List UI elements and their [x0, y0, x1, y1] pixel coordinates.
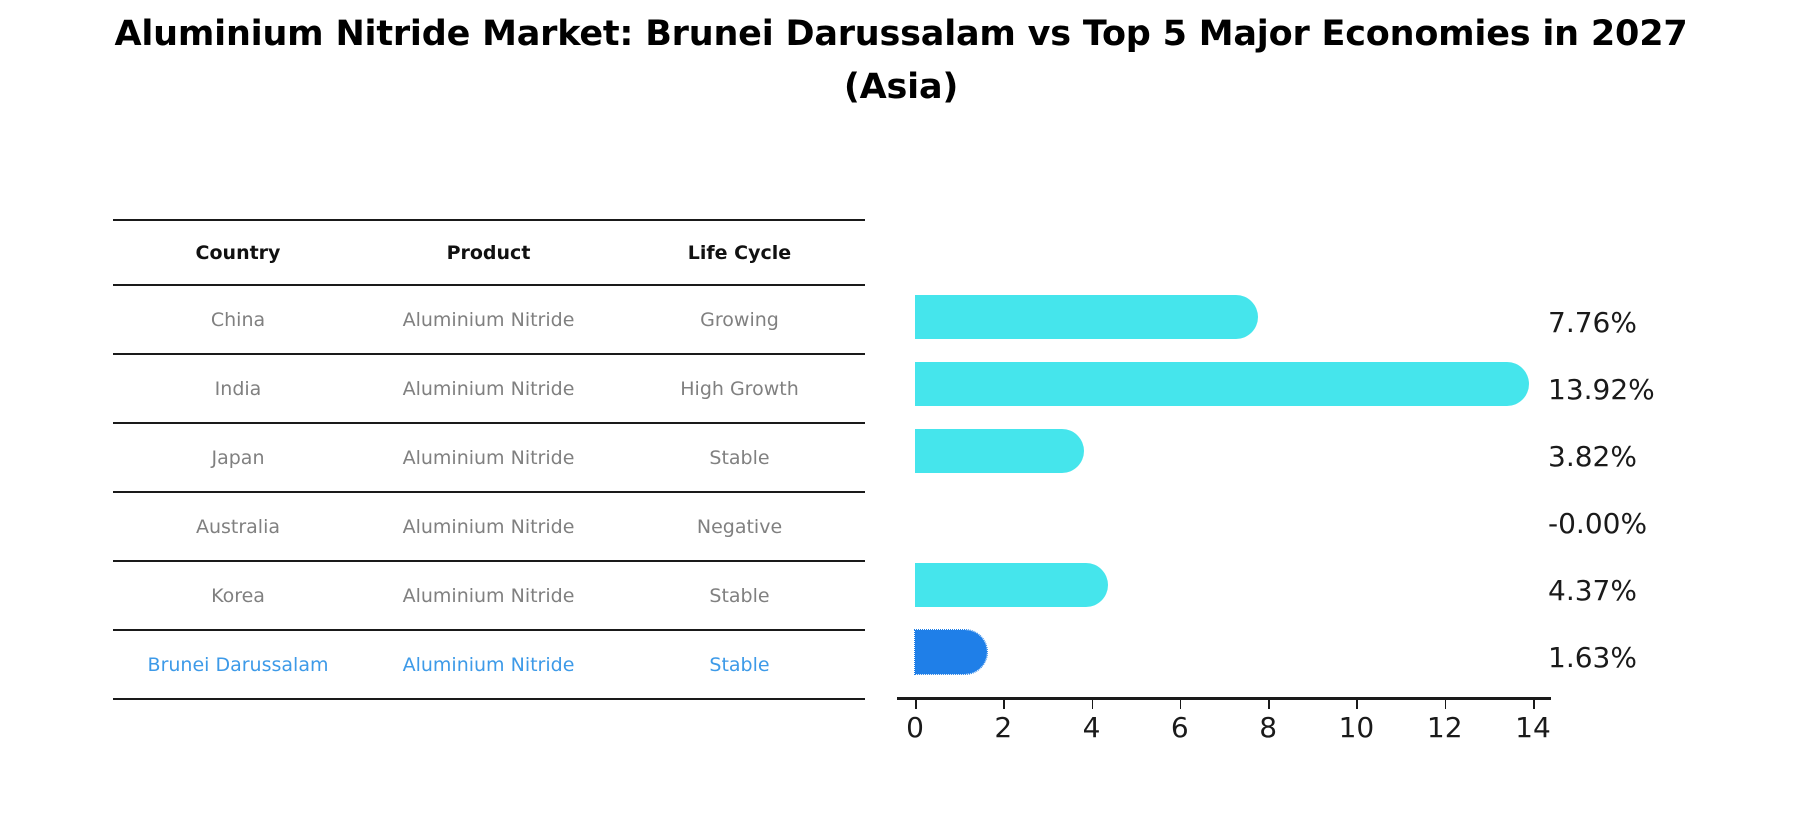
- x-axis-tick: [1533, 700, 1535, 709]
- column-header-product: Product: [363, 219, 614, 286]
- cell-life-cycle: Negative: [614, 492, 865, 562]
- bar-india[interactable]: [915, 362, 1530, 406]
- table-row: Brunei Darussalam Aluminium Nitride Stable: [113, 630, 865, 700]
- table-row: Australia Aluminium Nitride Negative: [113, 492, 865, 562]
- x-axis-tick-label: 2: [994, 711, 1013, 744]
- cell-product: Aluminium Nitride: [363, 561, 614, 631]
- cell-product: Aluminium Nitride: [363, 423, 614, 493]
- table-row: Korea Aluminium Nitride Stable: [113, 561, 865, 631]
- x-axis-tick-label: 6: [1170, 711, 1189, 744]
- x-axis-line: [897, 697, 1551, 700]
- table-row: Japan Aluminium Nitride Stable: [113, 423, 865, 493]
- bar-chart-row: 3.82%: [915, 417, 1637, 484]
- cell-life-cycle: Stable: [614, 630, 865, 700]
- page-title-line-1: Aluminium Nitride Market: Brunei Darussa…: [114, 14, 1688, 54]
- x-axis-tick: [915, 700, 917, 709]
- table-header: Country Product Life Cycle: [113, 219, 865, 286]
- page-title: Aluminium Nitride Market: Brunei Darussa…: [0, 8, 1802, 114]
- bar-value-label: 1.63%: [1548, 641, 1637, 674]
- x-axis-tick-label: 12: [1426, 711, 1463, 744]
- bar-chart-row: -0.00%: [915, 484, 1647, 551]
- x-axis-tick-label: 14: [1515, 711, 1551, 744]
- x-axis: 0 2 4 6 8 10 12 14: [897, 697, 1551, 767]
- bar-china[interactable]: [915, 295, 1258, 339]
- bar-chart-row: 1.63%: [914, 618, 1637, 685]
- x-axis-tick: [1179, 700, 1182, 709]
- x-axis-tick-label: 0: [906, 711, 924, 744]
- x-axis-tick-label: 8: [1259, 711, 1278, 744]
- cell-product: Aluminium Nitride: [363, 492, 614, 562]
- cell-country: Japan: [113, 423, 363, 493]
- bar-chart-plot-area: 7.76% 13.92% 3.82% -0.00% 4.37% 1.63%: [914, 279, 1655, 697]
- country-table-panel: Country Product Life Cycle China Aluminiu…: [113, 219, 865, 700]
- cell-country: Australia: [113, 492, 363, 562]
- cell-product: Aluminium Nitride: [363, 354, 614, 424]
- bar-korea[interactable]: [915, 563, 1108, 607]
- bar-value-label: -0.00%: [1548, 507, 1648, 540]
- cell-country: Brunei Darussalam: [113, 630, 363, 700]
- column-header-life-cycle: Life Cycle: [614, 219, 865, 286]
- cell-life-cycle: Growing: [614, 285, 865, 355]
- cell-country: India: [113, 354, 363, 424]
- table-row: China Aluminium Nitride Growing: [113, 285, 865, 355]
- bar-value-label: 4.37%: [1548, 574, 1637, 607]
- bar-chart-row: 7.76%: [915, 283, 1637, 350]
- bar-value-label: 7.76%: [1548, 306, 1637, 339]
- cell-product: Aluminium Nitride: [363, 285, 614, 355]
- table-body: China Aluminium Nitride Growing India Alumin…: [113, 285, 865, 700]
- bar-value-label: 3.82%: [1548, 440, 1637, 473]
- country-table: Country Product Life Cycle China Aluminiu…: [113, 219, 865, 700]
- bar-chart-row: 4.37%: [915, 551, 1637, 618]
- x-axis-tick: [1444, 700, 1447, 709]
- column-header-country: Country: [113, 219, 363, 286]
- bar-japan[interactable]: [915, 429, 1084, 473]
- x-axis-tick: [1091, 700, 1094, 709]
- cell-life-cycle: Stable: [614, 561, 865, 631]
- table-header-row: Country Product Life Cycle: [113, 219, 865, 286]
- cell-product: Aluminium Nitride: [363, 630, 614, 700]
- bar-brunei-darussalam[interactable]: [914, 629, 988, 675]
- x-axis-tick: [1003, 700, 1005, 709]
- cell-life-cycle: Stable: [614, 423, 865, 493]
- x-axis-tick-label: 10: [1338, 711, 1375, 744]
- x-axis-tick: [1356, 700, 1359, 709]
- bar-value-label: 13.92%: [1548, 373, 1655, 406]
- cell-country: China: [113, 285, 363, 355]
- cell-life-cycle: High Growth: [614, 354, 865, 424]
- x-axis-tick: [1268, 700, 1270, 709]
- page-title-line-2: (Asia): [843, 67, 959, 108]
- x-axis-tick-label: 4: [1082, 711, 1101, 744]
- bar-chart-row: 13.92%: [915, 350, 1655, 417]
- cell-country: Korea: [113, 561, 363, 631]
- table-row: India Aluminium Nitride High Growth: [113, 354, 865, 424]
